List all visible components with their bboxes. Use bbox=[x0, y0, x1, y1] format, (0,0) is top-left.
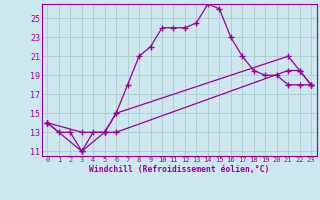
X-axis label: Windchill (Refroidissement éolien,°C): Windchill (Refroidissement éolien,°C) bbox=[89, 165, 269, 174]
